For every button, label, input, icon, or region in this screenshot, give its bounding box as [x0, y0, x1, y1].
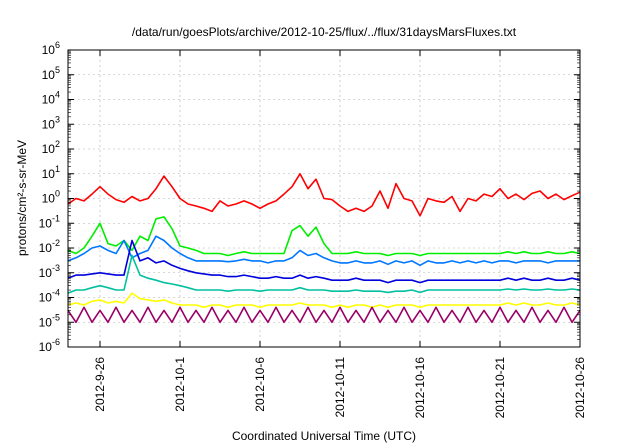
y-tick-label: 105: [42, 65, 60, 82]
series-line-6: [67, 292, 581, 309]
y-tick-label: 103: [42, 114, 60, 131]
y-tick-label: 10-6: [39, 337, 60, 354]
y-tick-label: 10-4: [39, 288, 60, 305]
y-tick-label: 106: [42, 40, 60, 57]
y-tick-label: 102: [42, 139, 60, 156]
series-line-3: [67, 235, 580, 267]
series-line-5: [67, 254, 581, 294]
series-layer: [67, 173, 581, 324]
chart-title: /data/run/goesPlots/archive/2012-10-25/f…: [132, 25, 517, 39]
series-line-7: [67, 306, 581, 324]
x-tick-label: 2012-10-11: [333, 357, 347, 418]
x-tick-label: 2012-10-1: [173, 357, 187, 412]
x-tick-label: 2012-10-6: [253, 357, 267, 412]
x-tick-label: 2012-10-26: [573, 357, 587, 419]
x-tick-label: 2012-9-26: [93, 357, 107, 412]
y-tick-label: 100: [42, 189, 60, 206]
y-tick-label: 10-5: [39, 312, 60, 329]
series-line-2: [67, 216, 581, 257]
y-tick-label: 10-3: [39, 263, 60, 280]
x-tick-label: 2012-10-21: [493, 357, 507, 419]
y-tick-label: 10-2: [39, 238, 60, 255]
tick-layer: 10-6 10-5 10-4 10-3 10-2 10-1 100 101 102 103 104 1…: [39, 40, 587, 418]
y-axis-label: protons/cm²-s-sr-MeV: [15, 140, 29, 256]
y-tick-label: 101: [42, 164, 60, 181]
y-tick-label: 104: [42, 90, 60, 107]
series-line-4: [67, 239, 581, 284]
y-tick-label: 10-1: [39, 213, 60, 230]
x-tick-label: 2012-10-16: [413, 357, 427, 419]
series-line-1: [67, 173, 581, 217]
x-axis-label: Coordinated Universal Time (UTC): [232, 429, 416, 443]
